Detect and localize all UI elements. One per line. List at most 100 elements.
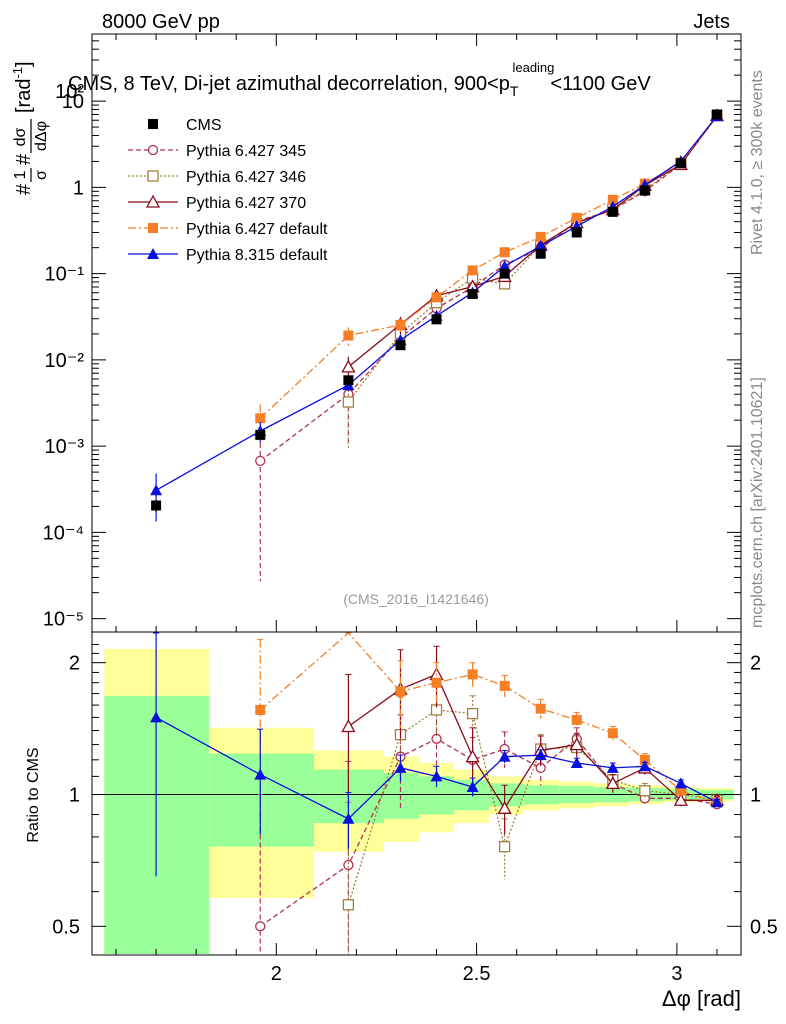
y-label-ddphi: dΔφ — [33, 121, 50, 151]
x-axis-label: Δφ [rad] — [662, 986, 741, 1011]
ratio-point-p345 — [343, 859, 354, 871]
band-inner — [104, 695, 210, 954]
ratio-y-tick-label: 1 — [69, 784, 80, 806]
ratio-point-p6def — [499, 680, 510, 691]
ratio-point-p6def — [639, 754, 650, 765]
ratio-point-p370 — [465, 749, 480, 763]
ratio-panel-frame — [91, 631, 742, 956]
point-p6def — [607, 194, 618, 205]
ratio-point-p346 — [342, 899, 355, 911]
top-panel-series — [150, 108, 725, 582]
beam-label: 8000 GeV pp — [102, 11, 220, 33]
y-label-unit-close: ] — [13, 61, 35, 67]
ratio-point-p6def — [395, 686, 406, 697]
series-line-p345 — [259, 116, 718, 462]
legend-label-data: CMS — [186, 117, 222, 134]
y-tick-label: 10 — [62, 91, 84, 113]
ratio-point-p370 — [497, 800, 512, 814]
point-p8 — [150, 484, 163, 496]
ratio-point-p8 — [638, 760, 651, 772]
point-p346 — [342, 396, 355, 408]
point-p6def — [395, 319, 406, 330]
legend-label-p370: Pythia 6.427 370 — [186, 195, 306, 212]
point-p6def — [343, 330, 354, 341]
ratio-point-p370 — [673, 792, 689, 806]
ratio-line-p346 — [347, 709, 718, 905]
legend-marker-p345 — [147, 144, 159, 156]
legend: CMS Pythia 6.427 345 Pythia 6.427 346 Pythi… — [128, 117, 328, 264]
ratio-point-p8 — [606, 761, 619, 773]
rivet-version-label: Rivet 4.1.0, ≥ 300k events — [749, 70, 766, 255]
point-cms — [499, 268, 510, 279]
ratio-point-p8 — [466, 781, 479, 793]
ratio-line-p6def — [259, 632, 718, 803]
point-p6def — [571, 212, 582, 223]
point-p6def — [431, 292, 442, 303]
point-cms — [675, 158, 686, 169]
point-cms — [255, 429, 266, 440]
title-main: CMS, 8 TeV, Di-jet azimuthal decorrelati… — [68, 73, 510, 95]
series-line-p6def — [259, 115, 718, 419]
ratio-point-p8 — [570, 757, 583, 769]
ratio-point-p6def — [607, 728, 618, 739]
ratio-point-p8 — [394, 761, 407, 773]
point-cms — [395, 340, 406, 351]
legend-marker-data — [148, 119, 158, 129]
ratio-point-p6def — [535, 703, 546, 714]
point-p6def — [499, 247, 510, 258]
point-p6def — [467, 265, 478, 276]
y-tick-label: 10⁻⁴ — [43, 522, 84, 544]
y-label-one: 1 — [12, 170, 29, 179]
ratio-point-p370 — [341, 719, 356, 733]
legend-label-p345: Pythia 6.427 345 — [186, 143, 306, 160]
y-label-hash2: # — [13, 153, 35, 165]
ratio-y-tick-label: 2 — [69, 653, 80, 675]
legend-label-p8: Pythia 8.315 default — [186, 247, 328, 264]
y-label-unit-exp: -1 — [10, 67, 25, 79]
point-p345 — [255, 455, 266, 467]
y-axis-label-top: # 1 σ # dσ dΔφ [rad-1] — [10, 61, 50, 195]
point-cms — [711, 109, 722, 120]
y-label-hash1: # — [13, 183, 35, 195]
y-label-unit-open: [rad — [13, 79, 35, 113]
ratio-point-p346 — [466, 707, 479, 720]
point-p370 — [341, 359, 356, 373]
ratio-point-p8 — [498, 750, 511, 762]
ratio-y-tick-label-right: 0.5 — [750, 916, 778, 938]
ratio-point-p8 — [534, 749, 547, 761]
ratio-point-p6def — [675, 785, 686, 796]
ratio-line-p345 — [259, 737, 718, 927]
ratio-point-p6def — [571, 714, 582, 725]
y-tick-label: 1 — [73, 177, 84, 199]
analysis-id: (CMS_2016_I1421646) — [343, 591, 489, 607]
ratio-point-p8 — [430, 770, 443, 782]
ratio-panel-series — [150, 632, 725, 954]
point-p8 — [498, 260, 511, 272]
point-cms — [151, 500, 162, 511]
title-sup: leading — [512, 60, 554, 75]
ratio-point-p8 — [342, 812, 355, 824]
y-tick-label: 10⁻⁵ — [43, 609, 84, 631]
ratio-y-tick-label-right: 2 — [750, 653, 761, 675]
point-cms — [467, 289, 478, 300]
category-label: Jets — [693, 11, 730, 33]
y-tick-label: 10⁻¹ — [45, 264, 85, 286]
legend-marker-p6def — [148, 223, 158, 233]
x-tick-label: 2.5 — [463, 963, 491, 985]
y-label-sigma: σ — [33, 170, 50, 180]
mcplots-label: mcplots.cern.ch [arXiv:2401.10621] — [749, 377, 766, 628]
series-line-p346 — [347, 115, 718, 403]
point-p6def — [255, 413, 266, 424]
point-cms — [571, 227, 582, 238]
ratio-point-p6def — [255, 704, 266, 715]
ratio-y-tick-label-right: 1 — [750, 784, 761, 806]
ratio-y-tick-label: 0.5 — [52, 916, 80, 938]
point-p6def — [535, 231, 546, 242]
y-label-dsigma: dσ — [12, 127, 29, 146]
y-label-unit: [rad-1] — [10, 61, 35, 113]
point-cms — [639, 185, 650, 196]
point-cms — [607, 206, 618, 217]
point-cms — [535, 248, 546, 259]
